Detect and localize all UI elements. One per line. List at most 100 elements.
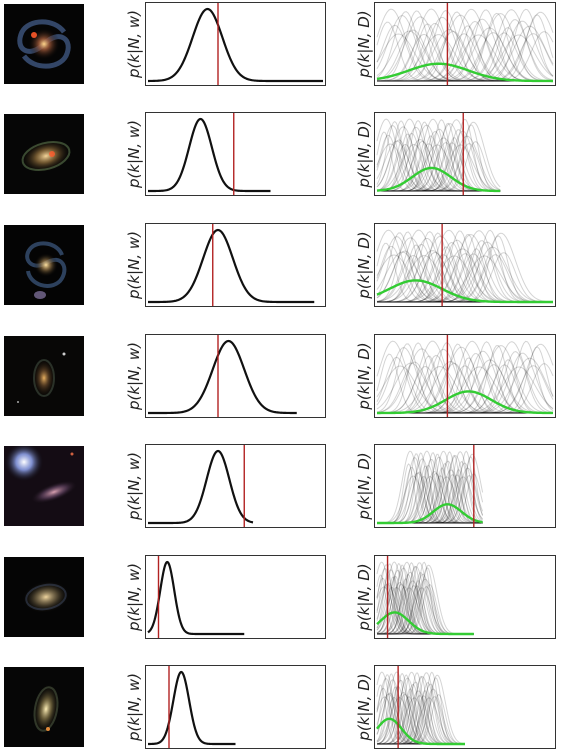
galaxy-image-svg — [4, 4, 84, 84]
posterior-w-curve — [147, 117, 271, 193]
posterior-D-sample-curve — [377, 254, 553, 303]
figure-row: p(k|N, w) p(k|N, D) — [0, 223, 563, 309]
posterior-D-sample-curve — [377, 129, 501, 192]
posterior-D-sample-curve — [377, 119, 501, 192]
posterior-D-sample-curve — [377, 33, 554, 82]
plot-w — [147, 556, 245, 638]
panel-w — [145, 665, 326, 749]
posterior-D-sample-curve — [377, 124, 501, 192]
plot-w — [147, 335, 297, 417]
posterior-D-sample-curve — [377, 12, 553, 82]
panel-D — [374, 112, 556, 196]
posterior-D-mean-curve — [377, 390, 554, 415]
posterior-D-sample-curve — [377, 255, 554, 303]
galaxy-image — [4, 225, 84, 305]
ylabel-D: p(k|N, D) — [355, 563, 373, 631]
galaxy-image — [4, 667, 84, 747]
posterior-D-mean-curve — [377, 503, 483, 525]
ylabel-w: p(k|N, w) — [125, 120, 143, 188]
posterior-D-sample-curve — [377, 696, 466, 745]
posterior-w-curve — [147, 228, 315, 304]
posterior-D-sample-curve — [377, 121, 501, 192]
posterior-D-sample-curve — [377, 463, 483, 524]
panel-w — [145, 223, 326, 307]
panel-w — [145, 555, 326, 639]
galaxy-image — [4, 446, 84, 526]
ylabel-w: p(k|N, w) — [125, 231, 143, 299]
posterior-w-curve — [147, 7, 324, 83]
panel-D — [374, 665, 556, 749]
figure-row: p(k|N, w) p(k|N, D) — [0, 444, 563, 530]
ylabel-D: p(k|N, D) — [355, 673, 373, 741]
plot-w — [147, 224, 315, 306]
ylabel-w: p(k|N, w) — [125, 342, 143, 410]
posterior-D-sample-curve — [377, 141, 501, 192]
posterior-w-curve — [147, 670, 237, 746]
posterior-D-mean-curve — [376, 717, 465, 746]
posterior-D-sample-curve — [377, 32, 554, 82]
posterior-D-sample-curve — [377, 8, 554, 82]
posterior-D-sample-curve — [377, 13, 554, 82]
posterior-D-sample-curve — [377, 27, 554, 82]
panel-w — [145, 444, 326, 528]
plot-w — [147, 3, 324, 85]
panel-w — [145, 2, 326, 86]
ylabel-D: p(k|N, D) — [355, 452, 373, 520]
posterior-w-curve — [147, 560, 245, 636]
galaxy-image — [4, 336, 84, 416]
posterior-D-mean-curve — [376, 279, 553, 304]
posterior-D-sample-curve — [377, 135, 501, 192]
panel-w — [145, 334, 326, 418]
ylabel-D: p(k|N, D) — [355, 10, 373, 78]
posterior-D-sample-curve — [377, 674, 466, 745]
posterior-D-sample-curve — [377, 683, 465, 745]
plot-D — [376, 445, 484, 527]
posterior-D-sample-curve — [377, 20, 554, 82]
ylabel-D: p(k|N, D) — [355, 342, 373, 410]
posterior-D-sample-curve — [377, 34, 554, 82]
panel-D — [374, 444, 556, 528]
posterior-D-sample-curve — [377, 252, 553, 303]
plot-w — [147, 666, 237, 748]
posterior-D-mean-curve — [376, 166, 501, 193]
plot-D — [376, 3, 554, 85]
galaxy-image — [4, 4, 84, 84]
posterior-D-sample-curve — [377, 246, 554, 303]
galaxy-image — [4, 557, 84, 637]
ylabel-w: p(k|N, w) — [125, 563, 143, 631]
galaxy-image — [4, 114, 84, 194]
posterior-D-sample-curve — [377, 688, 466, 745]
figure-row: p(k|N, w) p(k|N, D) — [0, 555, 563, 641]
posterior-D-sample-curve — [377, 118, 501, 192]
plot-D — [376, 556, 474, 638]
figure-row: p(k|N, w) p(k|N, D) — [0, 2, 563, 88]
posterior-D-sample-curve — [377, 19, 554, 82]
posterior-D-sample-curve — [377, 32, 553, 82]
posterior-D-mean-curve — [376, 62, 553, 83]
figure-row: p(k|N, w) p(k|N, D) — [0, 665, 563, 751]
posterior-D-sample-curve — [377, 14, 554, 82]
posterior-D-sample-curve — [377, 31, 554, 82]
posterior-D-sample-curve — [377, 697, 466, 745]
panel-D — [374, 2, 556, 86]
ylabel-w: p(k|N, w) — [125, 673, 143, 741]
ylabel-w: p(k|N, w) — [125, 10, 143, 78]
panel-D — [374, 334, 556, 418]
ylabel-D: p(k|N, D) — [355, 231, 373, 299]
plot-w — [147, 445, 254, 527]
plot-D — [376, 335, 554, 417]
posterior-D-sample-curve — [377, 235, 553, 303]
plot-D — [376, 666, 466, 748]
posterior-D-sample-curve — [377, 25, 554, 82]
posterior-D-sample-curve — [377, 143, 501, 192]
posterior-w-curve — [147, 449, 254, 525]
posterior-D-sample-curve — [377, 9, 554, 82]
figure-row: p(k|N, w) p(k|N, D) — [0, 112, 563, 198]
posterior-D-sample-curve — [377, 466, 483, 524]
plot-w — [147, 113, 271, 195]
figure-row: p(k|N, w) p(k|N, D) — [0, 334, 563, 420]
panel-w — [145, 112, 326, 196]
plot-D — [376, 113, 501, 195]
ylabel-w: p(k|N, w) — [125, 452, 143, 520]
